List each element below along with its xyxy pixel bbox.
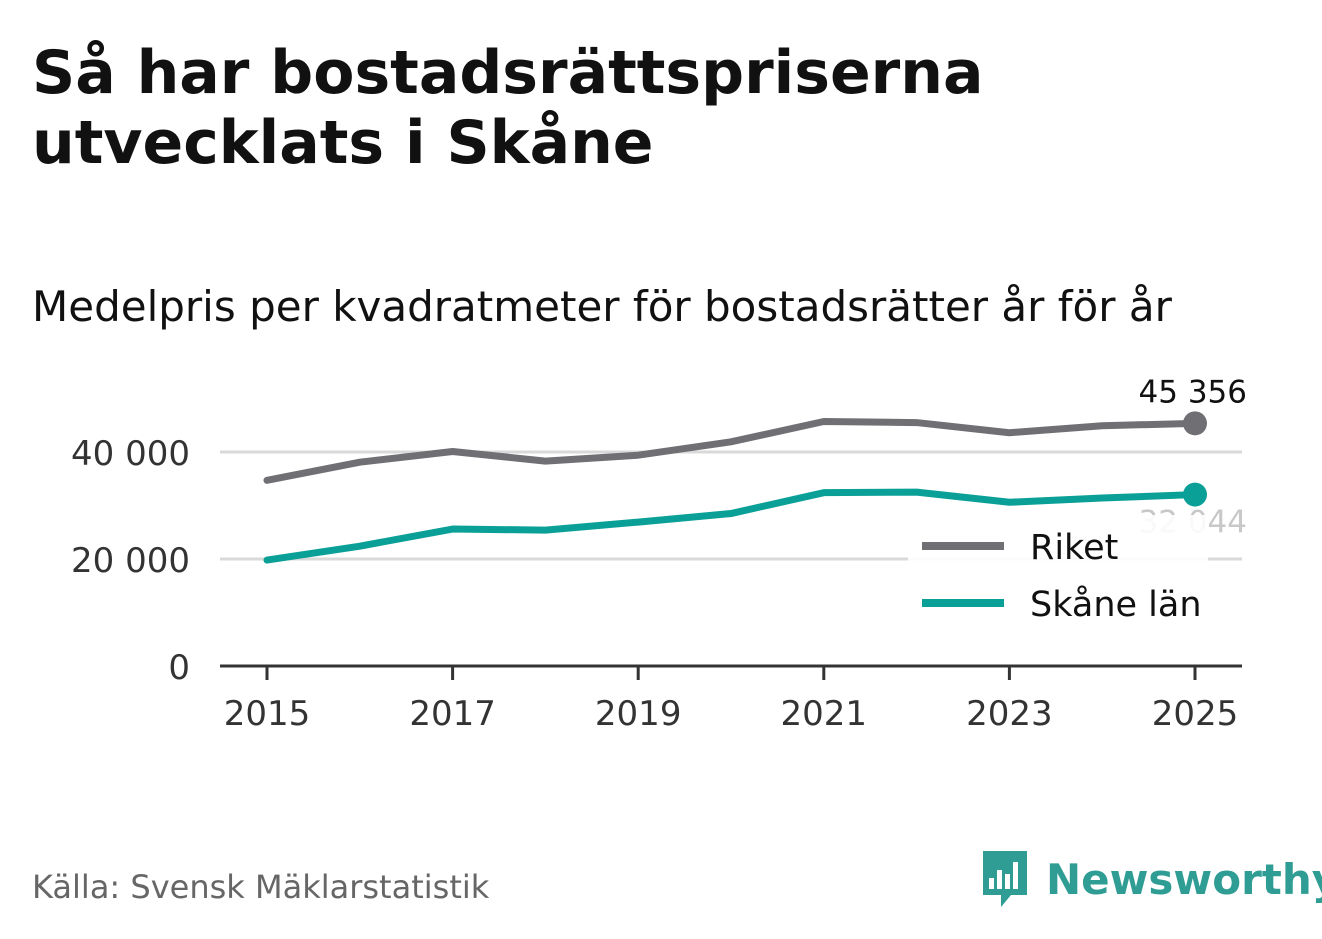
series-line-skane [263,488,1199,564]
legend-label-riket: Riket [1030,528,1118,568]
x-tick-label: 2021 [781,694,868,734]
x-tick-label: 2023 [966,694,1053,734]
source-note: Källa: Svensk Mäklarstatistik [32,868,490,906]
series-line-riket [263,418,1199,484]
series [263,411,1207,564]
newsworthy-logo-icon [983,851,1027,907]
axes: 0 20 000 40 000 2015 2017 2019 2021 2023 2025 [71,434,1242,734]
legend-background [908,515,1208,637]
legend: Riket Skåne län [908,515,1208,637]
end-label-riket: 45 356 [1139,374,1247,410]
x-tick-label: 2025 [1152,694,1239,734]
chart-title: Så har bostadsrättspriserna utvecklats i… [32,38,984,178]
newsworthy-brand[interactable]: Newsworthy [980,848,1322,910]
x-tick-label: 2015 [224,694,311,734]
end-point-riket [1183,411,1207,436]
y-tick-label: 20 000 [71,541,190,581]
y-tick-label: 40 000 [71,434,190,474]
legend-label-skane: Skåne län [1030,584,1202,625]
brand-name: Newsworthy [1046,854,1322,904]
chart-subtitle: Medelpris per kvadratmeter för bostadsrä… [32,282,1172,331]
y-tick-label: 0 [168,648,190,688]
x-tick-label: 2019 [595,694,682,734]
x-tick-label: 2017 [409,694,496,734]
end-point-skane [1183,482,1207,507]
